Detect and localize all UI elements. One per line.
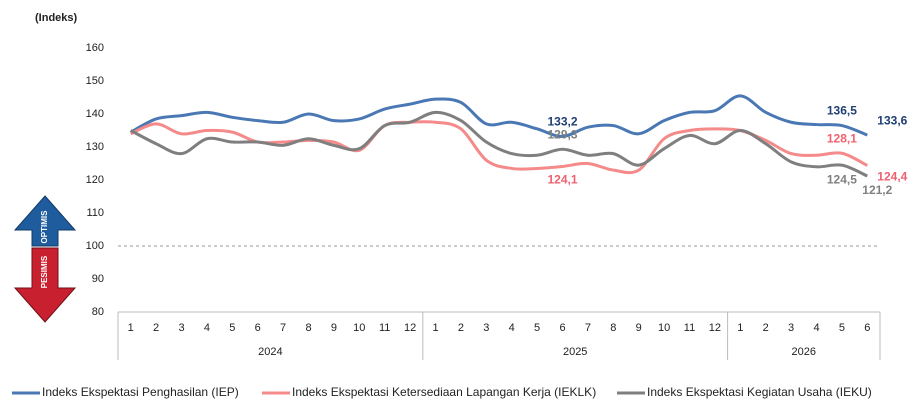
data-label: 124,5 [827, 172, 857, 186]
x-tick-label: 4 [509, 322, 515, 334]
pesimis-label: PESIMIS [40, 255, 49, 288]
data-label: 124,4 [877, 170, 907, 184]
x-tick-label: 12 [404, 322, 416, 334]
x-tick-label: 11 [379, 322, 390, 334]
x-tick-label: 10 [658, 322, 670, 334]
x-tick-label: 2 [153, 322, 159, 334]
x-tick-label: 6 [559, 322, 565, 334]
year-label: 2026 [792, 346, 816, 358]
x-tick-label: 9 [636, 322, 642, 334]
x-tick-label: 8 [610, 322, 616, 334]
data-label: 129,3 [547, 127, 577, 141]
x-tick-label: 11 [684, 322, 695, 334]
data-label: 124,1 [547, 173, 577, 187]
x-tick-label: 1 [128, 322, 134, 334]
y-tick-label: 160 [86, 42, 104, 54]
x-tick-label: 10 [353, 322, 365, 334]
data-label: 133,6 [877, 113, 907, 127]
legend-label: Indeks Ekspektasi Ketersediaan Lapangan … [292, 385, 596, 399]
y-tick-label: 110 [86, 207, 104, 219]
x-tick-label: 9 [331, 322, 337, 334]
optimis-arrow [13, 195, 77, 247]
x-tick-label: 7 [585, 322, 591, 334]
series-line [130, 120, 868, 175]
legend-label: Indeks Ekspektasi Penghasilan (IEP) [42, 385, 239, 399]
x-tick-label: 3 [483, 322, 489, 334]
y-tick-label: 130 [86, 141, 104, 153]
x-tick-label: 4 [813, 322, 819, 334]
series-line [129, 94, 868, 138]
pesimis-arrow [13, 247, 77, 323]
data-label: 133,2 [547, 115, 577, 129]
year-label: 2025 [563, 346, 587, 358]
x-tick-label: 1 [737, 322, 743, 334]
x-tick-label: 5 [229, 322, 235, 334]
y-tick-label: 100 [86, 240, 104, 252]
y-tick-label: 120 [86, 174, 104, 186]
x-tick-label: 7 [280, 322, 286, 334]
optimis-label: OPTIMIS [40, 210, 49, 244]
x-tick-label: 5 [534, 322, 540, 334]
x-tick-label: 1 [432, 322, 438, 334]
y-tick-label: 90 [92, 273, 104, 285]
x-tick-label: 2 [763, 322, 769, 334]
year-label: 2024 [258, 346, 282, 358]
series-line [130, 110, 868, 178]
y-axis-label: (Indeks) [35, 12, 78, 24]
data-label: 121,2 [862, 183, 892, 197]
x-tick-label: 8 [305, 322, 311, 334]
y-tick-label: 80 [92, 306, 104, 318]
data-label: 136,5 [827, 104, 857, 118]
x-tick-label: 12 [709, 322, 721, 334]
y-tick-label: 140 [86, 108, 104, 120]
data-label: 128,1 [827, 131, 857, 145]
x-tick-label: 3 [788, 322, 794, 334]
x-tick-label: 6 [864, 322, 870, 334]
x-tick-label: 2 [458, 322, 464, 334]
legend-label: Indeks Ekspektasi Kegiatan Usaha (IEKU) [647, 385, 872, 399]
x-tick-label: 4 [204, 322, 210, 334]
x-tick-label: 6 [255, 322, 261, 334]
x-tick-label: 3 [178, 322, 184, 334]
y-tick-label: 150 [86, 75, 104, 87]
x-tick-label: 5 [839, 322, 845, 334]
